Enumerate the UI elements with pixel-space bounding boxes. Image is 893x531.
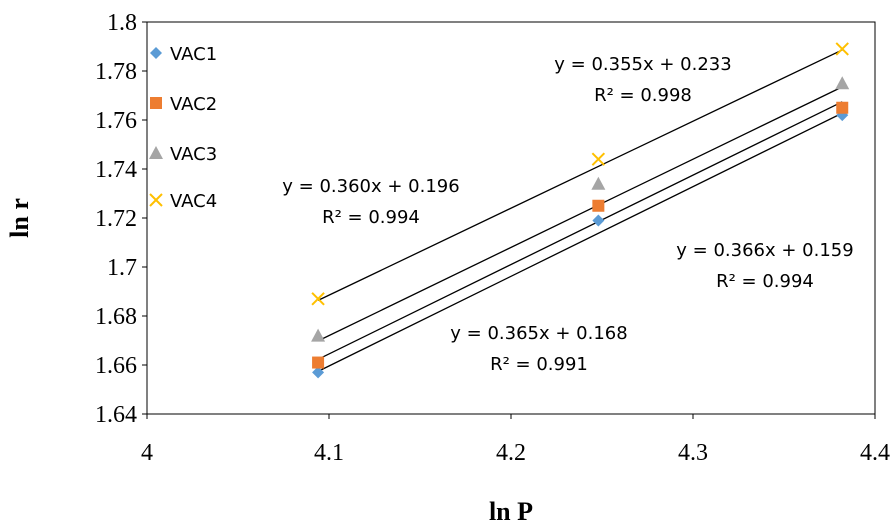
x-tick-label: 4.4 [860,440,890,466]
x-tick-label: 4 [141,440,153,466]
y-tick-label: 1.74 [95,157,137,183]
data-point-vac3 [835,76,850,90]
y-tick-label: 1.7 [107,255,137,281]
plot-area [146,21,876,415]
trendline-annotation-vac3: y = 0.360x + 0.196 R² = 0.994 [282,176,459,228]
data-point-vac4 [835,42,849,56]
trendline-vac4 [317,49,843,301]
data-point-vac2 [312,356,325,369]
r2-label-vac4: R² = 0.998 [594,85,692,106]
trendline-vac3 [317,86,843,342]
x-tick-label: 4.3 [678,440,708,466]
legend: VAC1 VAC2 VAC3 VAC4 [149,44,217,212]
y-tick-label: 1.76 [95,108,137,134]
data-point-vac4 [311,292,325,306]
y-tick-label: 1.64 [95,402,137,428]
data-point-vac4 [591,152,606,166]
y-axis-title: ln r [5,198,34,238]
trendline-annotation-vac1: y = 0.365x + 0.168 R² = 0.991 [450,323,627,375]
equation-label-vac2: y = 0.366x + 0.159 [676,240,853,261]
y-tick-label: 1.68 [95,304,137,330]
legend-item-vac3: VAC3 [149,144,217,165]
trendline-vac1 [317,101,843,360]
y-tick-label: 1.78 [95,59,137,85]
legend-item-vac1: VAC1 [150,44,217,65]
y-tick-label: 1.72 [95,206,137,232]
legend-label-vac1: VAC1 [170,44,217,65]
r2-label-vac2: R² = 0.994 [716,271,814,292]
legend-item-vac4: VAC4 [149,191,217,212]
trendline-vac2 [317,112,843,372]
trendline-annotation-vac4: y = 0.355x + 0.233 R² = 0.998 [554,54,731,106]
x-axis-title: ln P [489,497,533,526]
legend-label-vac3: VAC3 [170,144,217,165]
equation-label-vac1: y = 0.365x + 0.168 [450,323,627,344]
data-markers [311,42,850,379]
data-point-vac3 [311,328,326,342]
equation-label-vac4: y = 0.355x + 0.233 [554,54,731,75]
data-point-vac2 [836,101,849,114]
r2-label-vac3: R² = 0.994 [322,207,420,228]
x-axis-ticks: 4 4.1 4.2 4.3 4.4 [141,414,890,466]
data-point-vac3 [591,176,606,190]
data-point-vac2 [592,199,605,212]
data-point-vac1 [592,214,605,227]
legend-marker-vac1 [150,47,162,59]
legend-label-vac2: VAC2 [170,94,217,115]
legend-marker-vac4 [149,193,163,207]
trendline-annotation-vac2: y = 0.366x + 0.159 R² = 0.994 [676,240,853,292]
r2-label-vac1: R² = 0.991 [490,354,588,375]
trendlines [317,49,843,372]
y-tick-label: 1.66 [95,353,137,379]
y-axis-ticks: 1.64 1.66 1.68 1.7 1.72 1.74 1.76 1.78 1.8 [95,10,147,428]
data-point-vac1 [312,366,325,379]
x-tick-label: 4.1 [314,440,344,466]
legend-item-vac2: VAC2 [150,94,217,115]
legend-marker-vac2 [150,97,162,109]
equation-label-vac3: y = 0.360x + 0.196 [282,176,459,197]
y-tick-label: 1.8 [107,10,137,36]
x-tick-label: 4.2 [496,440,526,466]
legend-label-vac4: VAC4 [170,191,217,212]
legend-marker-vac3 [149,146,163,159]
